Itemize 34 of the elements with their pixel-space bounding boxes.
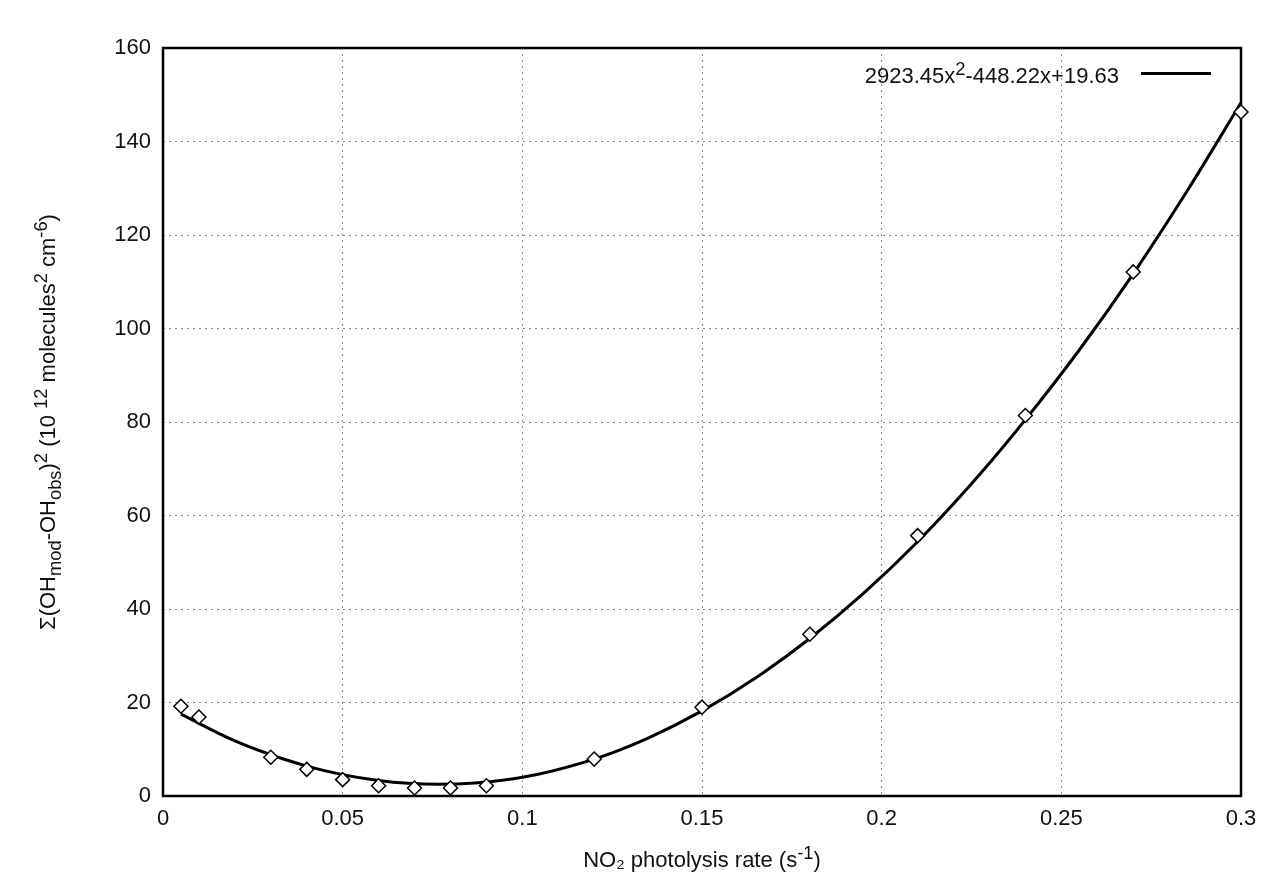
y-tick-label: 80 [126, 408, 151, 434]
x-tick-label: 0.3 [1225, 805, 1257, 831]
point [370, 777, 387, 794]
point [909, 527, 926, 544]
point [406, 780, 423, 796]
x-tick-label: 0.15 [680, 805, 724, 831]
point [1017, 407, 1034, 424]
x-tick-label: 0.05 [321, 805, 365, 831]
x-tick-label: 0.2 [866, 805, 897, 831]
point [1233, 104, 1249, 120]
x-tick-label: 0 [156, 805, 170, 831]
point [694, 699, 710, 715]
point [586, 751, 602, 767]
y-tick-label: 140 [114, 127, 151, 153]
point [334, 771, 351, 788]
y-tick-label: 20 [126, 688, 151, 714]
point [478, 777, 495, 794]
point [1125, 264, 1141, 280]
y-tick-label: 60 [126, 501, 151, 527]
x-tick-label: 0.25 [1039, 805, 1083, 831]
point [298, 761, 315, 778]
legend-label: 2923.45x$^{2}$-448.22x+19.63 [864, 58, 1119, 90]
point [173, 698, 189, 714]
point [802, 626, 818, 642]
point [263, 749, 279, 765]
y-tick-label: 40 [126, 595, 151, 621]
x-tick-label: 0.1 [507, 805, 538, 831]
y-tick-label: 120 [114, 221, 151, 247]
x-axis-title: NO₂ photolysis rate (s$^{-1}$) [583, 842, 821, 874]
y-tick-label: 160 [114, 34, 151, 60]
y-tick-label: 100 [114, 314, 151, 340]
point [442, 780, 459, 796]
point [191, 709, 207, 725]
y-tick-label: 0 [138, 782, 151, 808]
